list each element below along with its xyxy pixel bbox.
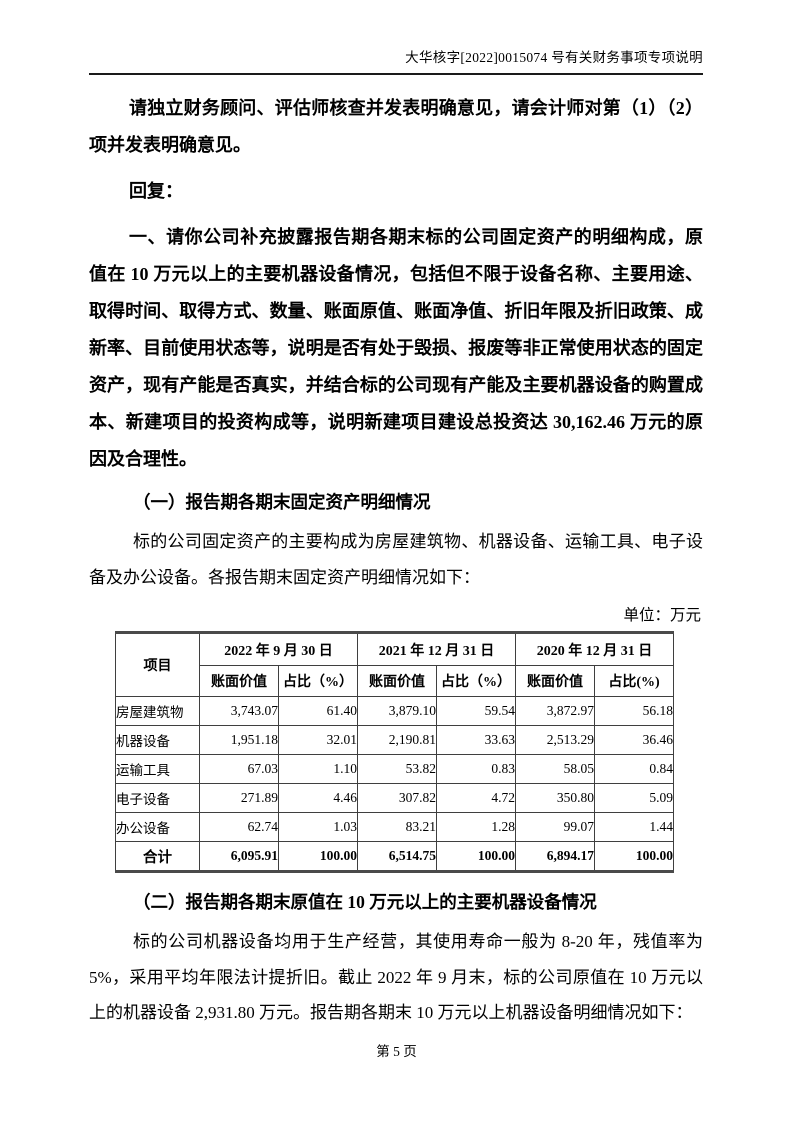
request-paragraph: 请独立财务顾问、评估师核查并发表明确意见，请会计师对第（1）（2）项并发表明确意… — [89, 98, 703, 155]
cell-value: 61.40 — [278, 696, 358, 726]
table-header-item: 项目 — [115, 632, 200, 697]
cell-value: 6,095.91 — [199, 841, 279, 872]
cell-value: 1.28 — [436, 812, 516, 842]
cell-value: 271.89 — [199, 783, 279, 813]
cell-value: 1,951.18 — [199, 725, 279, 755]
row-label: 机器设备 — [115, 725, 200, 755]
document-header-reference: 大华核字[2022]0015074 号有关财务事项专项说明 — [89, 46, 703, 75]
cell-value: 100.00 — [594, 841, 674, 872]
total-label: 合计 — [115, 841, 200, 872]
cell-value: 2,190.81 — [357, 725, 437, 755]
table-row: 机器设备 1,951.18 32.01 2,190.81 33.63 2,513… — [115, 725, 674, 755]
cell-value: 3,879.10 — [357, 696, 437, 726]
table-subheader-ratio-2020: 占比(%) — [594, 665, 674, 697]
cell-value: 100.00 — [436, 841, 516, 872]
cell-value: 53.82 — [357, 754, 437, 784]
row-label: 电子设备 — [115, 783, 200, 813]
row-label: 运输工具 — [115, 754, 200, 784]
cell-value: 307.82 — [357, 783, 437, 813]
cell-value: 6,894.17 — [515, 841, 595, 872]
section-2-title: （二）报告期各期末原值在 10 万元以上的主要机器设备情况 — [133, 892, 597, 912]
table-row: 运输工具 67.03 1.10 53.82 0.83 58.05 0.84 — [115, 754, 674, 784]
table-subheader-bookvalue-2020: 账面价值 — [515, 665, 595, 697]
table-header-period-2020: 2020 年 12 月 31 日 — [515, 632, 674, 666]
cell-value: 67.03 — [199, 754, 279, 784]
row-label: 房屋建筑物 — [115, 696, 200, 726]
cell-value: 3,743.07 — [199, 696, 279, 726]
cell-value: 0.84 — [594, 754, 674, 784]
table-header-period-2021: 2021 年 12 月 31 日 — [357, 632, 516, 666]
table-row: 电子设备 271.89 4.46 307.82 4.72 350.80 5.09 — [115, 783, 674, 813]
table-subheader-ratio-2021: 占比（%） — [436, 665, 516, 697]
cell-value: 4.72 — [436, 783, 516, 813]
cell-value: 1.03 — [278, 812, 358, 842]
cell-value: 58.05 — [515, 754, 595, 784]
cell-value: 56.18 — [594, 696, 674, 726]
cell-value: 32.01 — [278, 725, 358, 755]
cell-value: 36.46 — [594, 725, 674, 755]
cell-value: 100.00 — [278, 841, 358, 872]
cell-value: 33.63 — [436, 725, 516, 755]
cell-value: 83.21 — [357, 812, 437, 842]
section-1-title: （一）报告期各期末固定资产明细情况 — [133, 492, 431, 512]
cell-value: 2,513.29 — [515, 725, 595, 755]
section-1-paragraph: 标的公司固定资产的主要构成为房屋建筑物、机器设备、运输工具、电子设备及办公设备。… — [89, 532, 703, 587]
cell-value: 99.07 — [515, 812, 595, 842]
cell-value: 4.46 — [278, 783, 358, 813]
table-row: 房屋建筑物 3,743.07 61.40 3,879.10 59.54 3,87… — [115, 696, 674, 726]
page-number: 第 5 页 — [376, 1044, 417, 1059]
cell-value: 62.74 — [199, 812, 279, 842]
table-subheader-ratio-2022: 占比（%） — [278, 665, 358, 697]
unit-label: 单位：万元 — [623, 607, 701, 624]
fixed-assets-table: 项目 2022 年 9 月 30 日 2021 年 12 月 31 日 2020… — [115, 631, 674, 873]
cell-value: 1.10 — [278, 754, 358, 784]
cell-value: 350.80 — [515, 783, 595, 813]
question-paragraph: 一、请你公司补充披露报告期各期末标的公司固定资产的明细构成，原值在 10 万元以… — [89, 227, 703, 469]
cell-value: 5.09 — [594, 783, 674, 813]
cell-value: 0.83 — [436, 754, 516, 784]
row-label: 办公设备 — [115, 812, 200, 842]
cell-value: 1.44 — [594, 812, 674, 842]
table-subheader-bookvalue-2022: 账面价值 — [199, 665, 279, 697]
cell-value: 3,872.97 — [515, 696, 595, 726]
cell-value: 6,514.75 — [357, 841, 437, 872]
reply-label: 回复： — [129, 181, 183, 201]
table-header-period-2022: 2022 年 9 月 30 日 — [199, 632, 358, 666]
cell-value: 59.54 — [436, 696, 516, 726]
section-2-paragraph: 标的公司机器设备均用于生产经营，其使用寿命一般为 8-20 年，残值率为 5%，… — [89, 932, 703, 1022]
table-total-row: 合计 6,095.91 100.00 6,514.75 100.00 6,894… — [115, 841, 674, 872]
table-subheader-bookvalue-2021: 账面价值 — [357, 665, 437, 697]
page-content: 大华核字[2022]0015074 号有关财务事项专项说明 请独立财务顾问、评估… — [89, 46, 703, 1022]
table-row: 办公设备 62.74 1.03 83.21 1.28 99.07 1.44 — [115, 812, 674, 842]
